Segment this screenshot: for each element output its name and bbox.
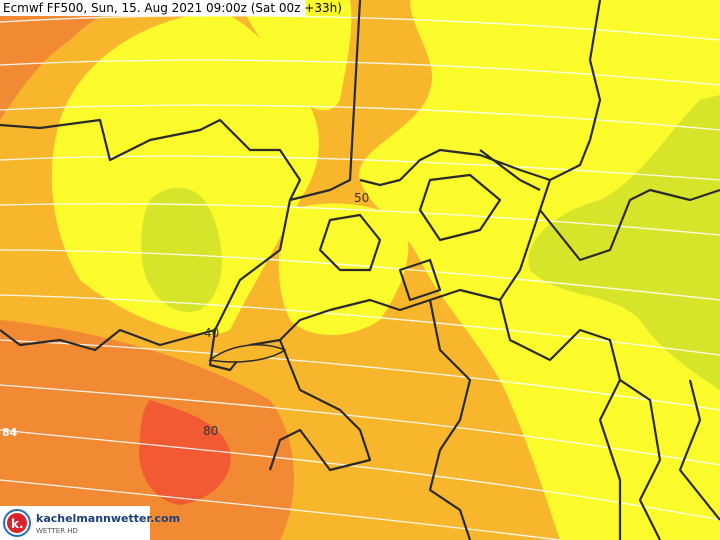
contour-label: 80 xyxy=(203,424,218,438)
logo-mark: k. xyxy=(11,517,24,531)
contour-label: 50 xyxy=(354,191,369,205)
logo-site: kachelmannwetter.com xyxy=(36,512,180,525)
contour-label: 40 xyxy=(204,326,219,340)
wind-field-yellow xyxy=(240,0,352,111)
header-title: Ecmwf FF500, Sun, 15. Aug 2021 09:00z (S… xyxy=(3,1,342,15)
logo-tagline: WETTER HD xyxy=(36,527,78,535)
wind-field-green xyxy=(528,95,720,390)
streamlines xyxy=(0,15,720,540)
contour-label: 84 xyxy=(2,426,18,439)
wind-field-dark-orange xyxy=(0,0,130,120)
logo-dot xyxy=(7,513,27,533)
lake xyxy=(208,344,287,363)
wind-field-yellow xyxy=(51,10,319,335)
wind-field-green xyxy=(141,187,222,312)
wind-field-red xyxy=(139,400,231,505)
header-box xyxy=(0,0,306,16)
